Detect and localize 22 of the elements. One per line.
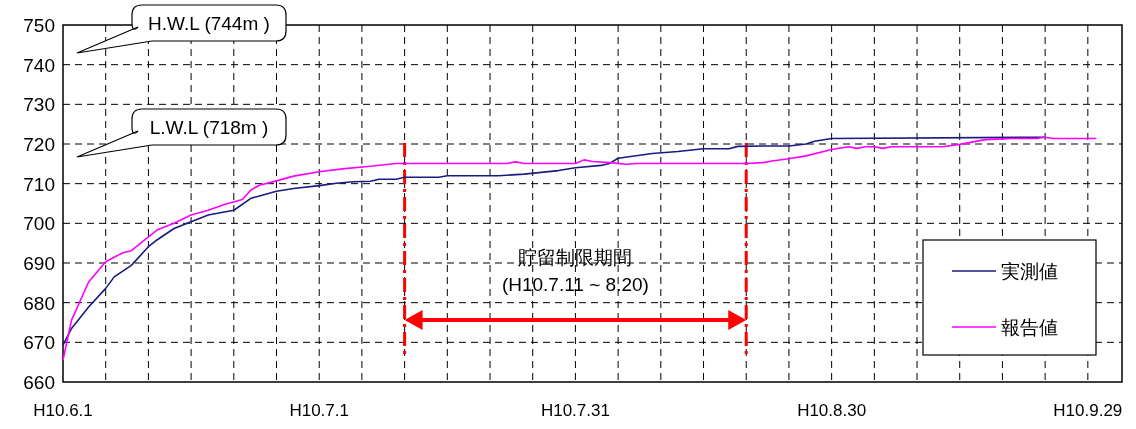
- annotation: 貯留制限期間 (H10.7.11 ~ 8.20): [501, 246, 649, 295]
- callout: H.W.L (744m ): [76, 4, 287, 54]
- y-tick-label: 750: [23, 15, 55, 36]
- legend-label: 報告値: [1001, 317, 1058, 338]
- y-tick-label: 690: [23, 253, 55, 274]
- y-tick-label: 720: [23, 134, 55, 155]
- y-tick-label: 730: [23, 94, 55, 116]
- y-tick-label: 670: [23, 332, 55, 354]
- annotation: L.W.L (718m ): [149, 117, 269, 138]
- x-tick-label: H10.7.1: [289, 401, 349, 420]
- x-tick-label: H10.6.1: [33, 401, 93, 420]
- x-tick-label: H10.7.31: [540, 401, 610, 420]
- y-tick-label: 660: [23, 372, 55, 393]
- y-tick-label: 740: [23, 54, 55, 76]
- y-tick-label: 680: [23, 292, 55, 314]
- y-tick-label: 700: [23, 213, 55, 235]
- x-tick-label: H10.8.30: [797, 401, 867, 420]
- callout: L.W.L (718m ): [76, 108, 287, 158]
- y-tick-label: 710: [23, 173, 55, 195]
- annotation: H.W.L (744m ): [148, 13, 270, 34]
- x-tick-label: H10.9.29: [1053, 401, 1123, 420]
- legend-label: 実測値: [1001, 261, 1058, 282]
